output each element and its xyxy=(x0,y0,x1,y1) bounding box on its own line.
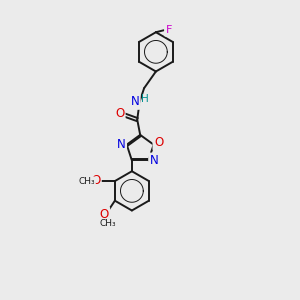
Text: O: O xyxy=(154,136,163,149)
Text: N: N xyxy=(117,138,126,151)
Text: N: N xyxy=(130,95,139,108)
Text: H: H xyxy=(141,94,149,104)
Text: CH₃: CH₃ xyxy=(79,177,95,186)
Text: O: O xyxy=(100,208,109,221)
Text: N: N xyxy=(150,154,158,167)
Text: F: F xyxy=(166,25,172,35)
Text: O: O xyxy=(115,107,124,120)
Text: CH₃: CH₃ xyxy=(100,219,116,228)
Text: O: O xyxy=(91,174,100,187)
